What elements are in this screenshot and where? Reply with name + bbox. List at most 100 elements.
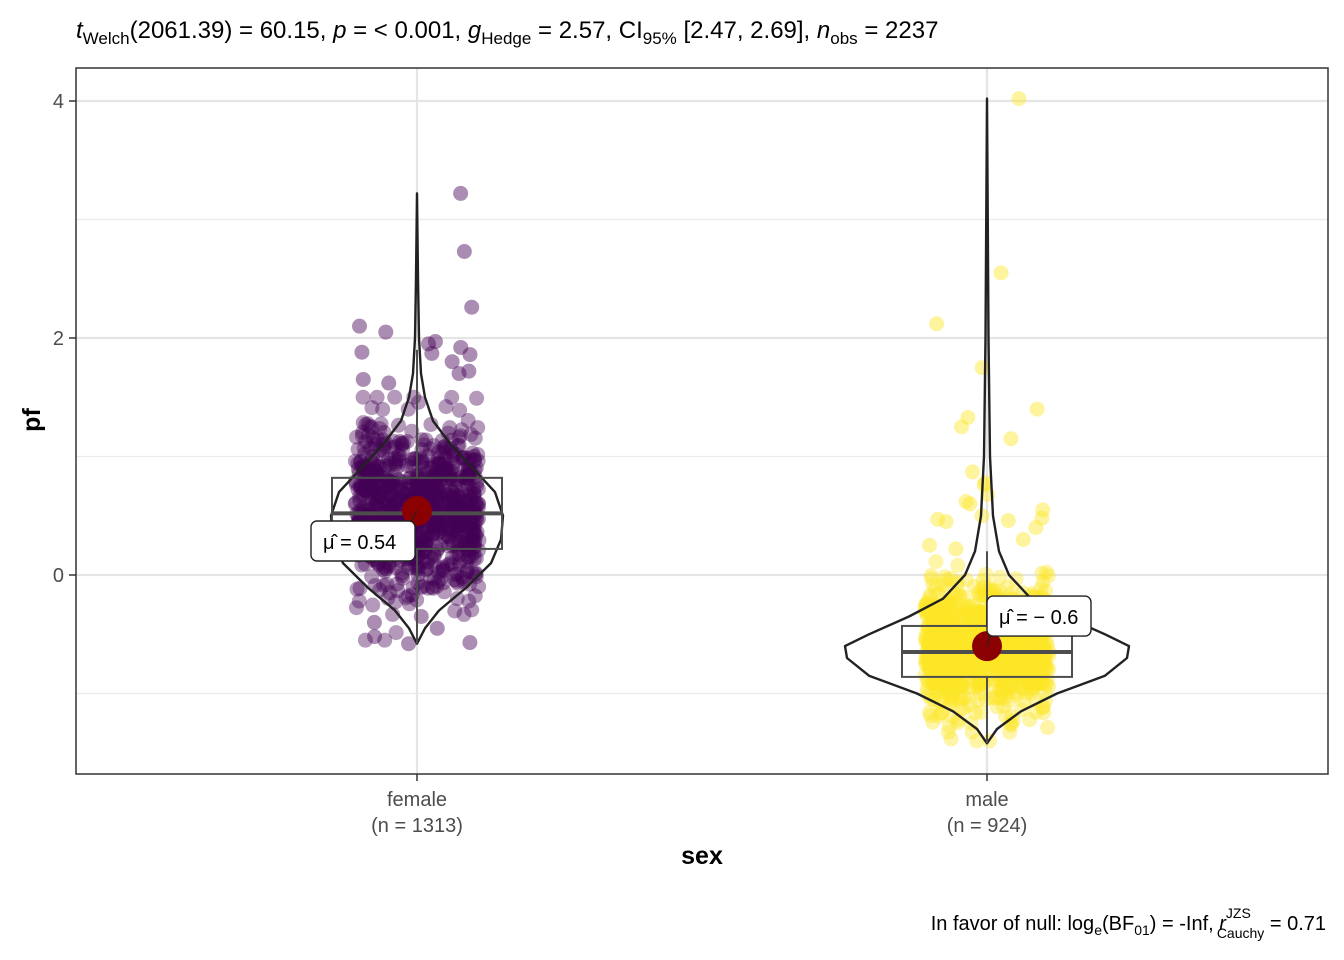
data-point bbox=[941, 718, 957, 734]
data-point bbox=[391, 454, 407, 470]
data-point bbox=[941, 595, 957, 611]
data-point bbox=[449, 523, 465, 539]
data-point bbox=[391, 447, 407, 463]
data-point bbox=[381, 459, 397, 475]
data-point bbox=[449, 524, 465, 540]
data-point bbox=[349, 581, 365, 597]
data-point bbox=[1032, 676, 1048, 692]
data-point bbox=[461, 499, 477, 515]
data-point bbox=[366, 481, 382, 497]
data-point bbox=[945, 611, 961, 627]
data-point bbox=[971, 605, 987, 621]
data-point bbox=[930, 586, 946, 602]
data-point bbox=[962, 599, 978, 615]
data-point bbox=[989, 699, 1005, 715]
data-point bbox=[1035, 574, 1051, 590]
data-point bbox=[367, 498, 383, 514]
data-point bbox=[953, 701, 969, 717]
data-point bbox=[451, 497, 467, 513]
data-point bbox=[919, 680, 935, 696]
data-point bbox=[994, 678, 1010, 694]
data-point bbox=[347, 453, 363, 469]
data-point bbox=[1022, 712, 1038, 728]
data-point bbox=[444, 444, 460, 460]
data-point bbox=[437, 440, 453, 456]
data-point bbox=[940, 603, 956, 619]
data-point bbox=[930, 628, 946, 644]
data-point bbox=[444, 557, 460, 573]
data-point bbox=[469, 524, 485, 540]
data-point bbox=[949, 611, 965, 627]
data-point bbox=[949, 671, 965, 687]
data-point bbox=[956, 605, 972, 621]
data-point bbox=[355, 487, 371, 503]
data-point bbox=[954, 629, 970, 645]
data-point bbox=[1032, 652, 1048, 668]
data-point bbox=[919, 655, 935, 671]
data-point-outlier bbox=[401, 636, 417, 652]
y-axis: 0 2 4 bbox=[53, 91, 76, 587]
data-point bbox=[940, 635, 956, 651]
data-point bbox=[927, 655, 943, 671]
data-point bbox=[1036, 641, 1052, 657]
data-point bbox=[394, 435, 410, 451]
data-point-outlier bbox=[464, 299, 480, 315]
data-point bbox=[922, 590, 938, 606]
data-point bbox=[443, 463, 459, 479]
data-point bbox=[413, 534, 429, 550]
data-point bbox=[444, 472, 460, 488]
data-point bbox=[1021, 675, 1037, 691]
data-point bbox=[448, 498, 464, 514]
data-point bbox=[933, 625, 949, 641]
data-point bbox=[967, 705, 983, 721]
data-point bbox=[928, 554, 944, 570]
data-point bbox=[935, 613, 951, 629]
data-point bbox=[1001, 656, 1017, 672]
data-point bbox=[430, 458, 446, 474]
data-point bbox=[1024, 655, 1040, 671]
data-point bbox=[1008, 662, 1024, 678]
data-point bbox=[417, 543, 433, 559]
data-point bbox=[1024, 647, 1040, 663]
data-point bbox=[1024, 676, 1040, 692]
data-point bbox=[451, 557, 467, 573]
data-point bbox=[947, 650, 963, 666]
data-point bbox=[940, 679, 956, 695]
data-point bbox=[928, 598, 944, 614]
data-point bbox=[965, 607, 981, 623]
data-point bbox=[466, 486, 482, 502]
data-point bbox=[425, 469, 441, 485]
data-point bbox=[391, 494, 407, 510]
data-point bbox=[463, 426, 479, 442]
data-point bbox=[1025, 660, 1041, 676]
data-point bbox=[922, 606, 938, 622]
data-point bbox=[924, 570, 940, 586]
data-point bbox=[454, 569, 470, 585]
data-point bbox=[1038, 677, 1054, 693]
data-point bbox=[995, 657, 1011, 673]
data-point bbox=[935, 629, 951, 645]
data-point bbox=[448, 479, 464, 495]
data-point bbox=[1008, 684, 1024, 700]
data-point bbox=[369, 464, 385, 480]
data-point-outlier bbox=[461, 363, 477, 379]
data-point bbox=[400, 481, 416, 497]
data-point bbox=[953, 613, 969, 629]
data-point bbox=[962, 697, 978, 713]
data-point bbox=[448, 446, 464, 462]
data-point bbox=[917, 667, 933, 683]
data-point bbox=[965, 680, 981, 696]
data-point bbox=[386, 495, 402, 511]
data-point bbox=[379, 576, 395, 592]
data-point bbox=[425, 580, 441, 596]
data-point-outlier bbox=[962, 496, 978, 512]
data-point bbox=[959, 658, 975, 674]
data-point bbox=[358, 480, 374, 496]
data-point bbox=[410, 394, 426, 410]
data-point bbox=[918, 596, 934, 612]
data-point bbox=[363, 453, 379, 469]
data-point bbox=[466, 499, 482, 515]
data-point bbox=[1013, 679, 1029, 695]
data-point bbox=[361, 419, 377, 435]
data-point bbox=[993, 680, 1009, 696]
